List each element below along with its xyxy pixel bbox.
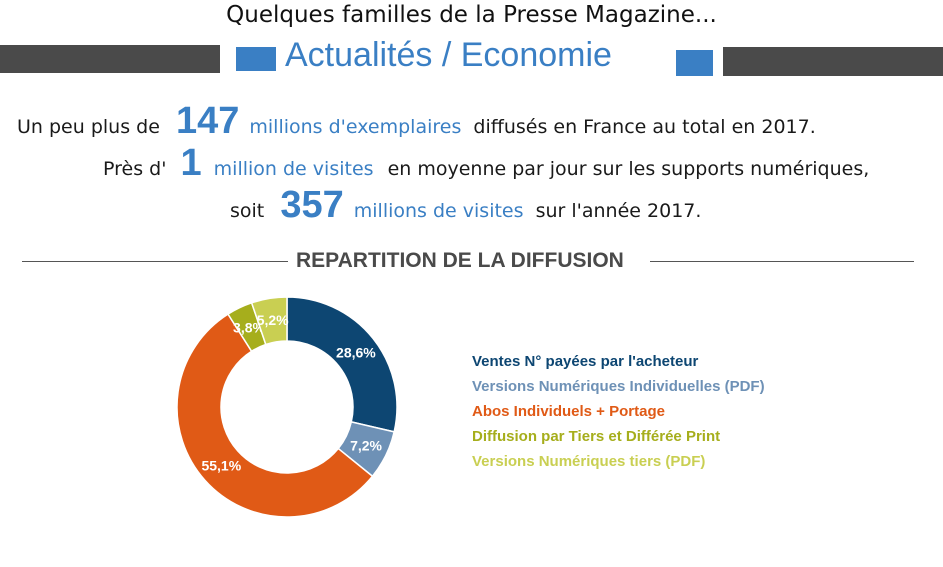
stat-3-post: sur l'année 2017.: [535, 200, 702, 222]
header-square-right: [676, 50, 713, 76]
section-title: Actualités / Economie: [285, 36, 612, 74]
header-bar-left: [0, 45, 220, 73]
stat-line-2: Près d' 1 million de visites en moyenne …: [103, 142, 869, 185]
divider-left: [22, 261, 288, 262]
stat-line-1: Un peu plus de 147 millions d'exemplaire…: [17, 100, 816, 143]
stat-1-pre: Un peu plus de: [17, 116, 160, 138]
stat-1-number: 147: [175, 100, 240, 142]
stat-3-accent: millions de visites: [353, 200, 524, 222]
stat-3-pre: soit: [230, 200, 265, 222]
stat-2-accent: million de visites: [213, 158, 374, 180]
divider-right: [650, 261, 914, 262]
slice-label-2: 7,2%: [350, 438, 382, 454]
chart-title: REPARTITION DE LA DIFFUSION: [296, 249, 624, 272]
stat-1-post: diffusés en France au total en 2017.: [473, 116, 816, 138]
header-square-left: [236, 47, 276, 71]
donut-slice-5: [250, 296, 288, 346]
stat-1-accent: millions d'exemplaires: [249, 116, 462, 138]
stat-2-post: en moyenne par jour sur les supports num…: [387, 158, 870, 180]
stat-2-pre: Près d': [103, 158, 167, 180]
main-title: Quelques familles de la Presse Magazine.…: [226, 2, 717, 28]
slice-label-3: 55,1%: [201, 458, 241, 474]
slice-label-5: 5,2%: [257, 312, 289, 328]
slice-label-1: 28,6%: [336, 344, 376, 360]
legend-item-4: Diffusion par Tiers et Différée Print: [472, 428, 721, 445]
stat-3-number: 357: [280, 184, 344, 226]
stat-2-number: 1: [180, 142, 202, 184]
header-bar-right: [723, 47, 943, 76]
legend-item-1: Ventes N° payées par l'acheteur: [472, 353, 699, 370]
donut-slice-3: [176, 313, 374, 518]
chart-legend: Ventes N° payées par l'acheteur Versions …: [472, 352, 765, 477]
legend-item-3: Abos Individuels + Portage: [472, 403, 665, 420]
legend-item-5: Versions Numériques tiers (PDF): [472, 453, 706, 470]
slice-label-4: 3,8%: [233, 320, 265, 336]
donut-slice-1: [286, 296, 398, 433]
stat-line-3: soit 357 millions de visites sur l'année…: [230, 184, 701, 227]
legend-item-2: Versions Numériques Individuelles (PDF): [472, 378, 765, 395]
